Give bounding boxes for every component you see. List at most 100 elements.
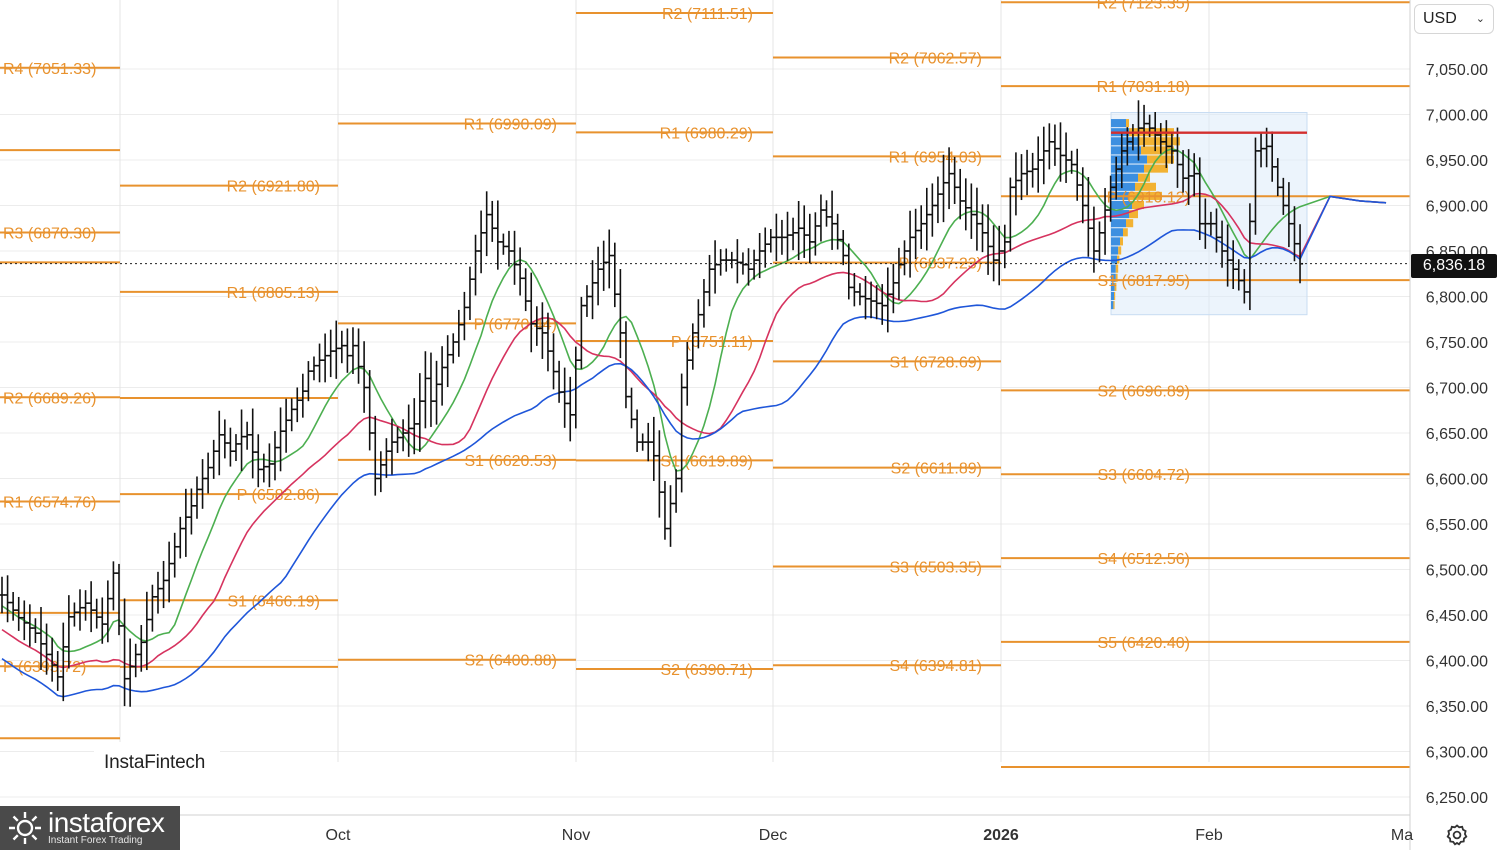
pivot-label: R1 (6805.13)	[227, 285, 320, 302]
profile-bar-up	[1115, 273, 1118, 282]
watermark-box	[94, 742, 220, 782]
profile-bar-down	[1111, 237, 1120, 246]
pivot-label: R2 (7062.57)	[889, 51, 982, 68]
last-price-flag: 6,836.18	[1411, 254, 1497, 278]
profile-bar-up	[1118, 246, 1122, 255]
pivot-label: S1 (6817.95)	[1097, 273, 1190, 290]
pivot-label: S1 (6620.53)	[464, 453, 557, 470]
profile-bar-down	[1111, 219, 1126, 228]
pivot-label: R4 (7051.33)	[3, 61, 96, 78]
logo-name: instaforex	[48, 807, 165, 838]
pivot-label: S2 (6696.89)	[1097, 383, 1190, 400]
profile-bar-up	[1123, 228, 1128, 237]
pivot-label: S2 (6611.89)	[891, 461, 982, 478]
watermark-text: InstaFintech	[104, 752, 206, 773]
profile-bar-up	[1115, 264, 1119, 273]
time-tick-label: Dec	[759, 827, 787, 844]
price-tick-label: 6,400.00	[1426, 654, 1488, 671]
price-tick-label: 6,800.00	[1426, 290, 1488, 307]
price-tick-label: 6,600.00	[1426, 472, 1488, 489]
price-tick-label: 6,750.00	[1426, 335, 1488, 352]
profile-bar-up	[1144, 164, 1168, 173]
profile-bar-up	[1135, 182, 1156, 191]
profile-bar-up	[1141, 146, 1174, 155]
moving-average-fast	[1, 148, 1387, 653]
price-tick-label: 6,900.00	[1426, 199, 1488, 216]
profile-bar-down	[1111, 273, 1116, 282]
moving-averages	[1, 148, 1387, 698]
profile-bar-down	[1111, 301, 1114, 310]
pivot-label: P (6393.72)	[3, 659, 86, 676]
price-tick-label: 6,450.00	[1426, 608, 1488, 625]
price-tick-label: 6,500.00	[1426, 563, 1488, 580]
time-tick-label: 2026	[983, 827, 1019, 844]
profile-bar-up	[1114, 291, 1116, 301]
profile-bar-up	[1147, 155, 1174, 164]
pivot-label: R2 (6689.26)	[3, 390, 96, 407]
instaforex-logo-icon	[9, 812, 41, 844]
chart-overlays	[0, 131, 1410, 265]
profile-bar-up	[1126, 119, 1129, 128]
profile-bar-up	[1113, 301, 1115, 310]
pivot-label: P (6582.86)	[237, 487, 320, 504]
profile-bar-down	[1111, 228, 1123, 237]
price-tick-label: 7,000.00	[1426, 108, 1488, 125]
pivot-label: R1 (7031.18)	[1097, 79, 1190, 96]
pivot-label: S3 (6604.72)	[1097, 467, 1190, 484]
profile-bar-up	[1132, 200, 1144, 210]
price-tick-label: 6,950.00	[1426, 153, 1488, 170]
pivot-label: R1 (6574.76)	[3, 494, 96, 511]
last-price-value: 6,836.18	[1422, 257, 1486, 274]
price-tick-label: 6,550.00	[1426, 517, 1488, 534]
chevron-down-icon: ⌄	[1475, 13, 1485, 25]
profile-bar-down	[1111, 200, 1132, 210]
logo-tagline: Instant Forex Trading	[48, 835, 143, 846]
pivot-label: P (6837.23)	[899, 256, 982, 273]
profile-bar-down	[1111, 210, 1129, 219]
moving-average-slow	[1, 195, 1387, 698]
profile-bar-up	[1138, 137, 1180, 146]
pivot-label: R3 (6870.30)	[3, 226, 96, 243]
profile-bar-down	[1111, 164, 1144, 173]
currency-value: USD	[1423, 10, 1457, 27]
moving-average-mid	[1, 192, 1387, 669]
profile-bar-down	[1111, 246, 1119, 255]
ohlc-bars	[0, 100, 1304, 707]
pivot-label: S1 (6466.19)	[227, 593, 320, 610]
profile-bar-up	[1120, 237, 1123, 246]
profile-bar-down	[1111, 291, 1114, 301]
price-tick-label: 7,050.00	[1426, 62, 1488, 79]
pivot-label: S4 (6512.56)	[1097, 551, 1190, 568]
time-tick-label: Ma	[1391, 827, 1413, 844]
pivot-label: S5 (6420.40)	[1097, 635, 1190, 652]
profile-bar-down	[1111, 173, 1138, 182]
pivot-label: S2 (6390.71)	[660, 662, 753, 679]
pivot-label: R2 (7111.51)	[662, 6, 753, 23]
price-tick-label: 6,650.00	[1426, 426, 1488, 443]
profile-bar-down	[1111, 119, 1126, 128]
settings-icon[interactable]	[1444, 822, 1470, 848]
time-tick-label: Nov	[562, 827, 590, 844]
logo-box	[0, 806, 180, 850]
profile-bar-down	[1111, 182, 1135, 191]
pivot-label: P (6910.12)	[1107, 189, 1190, 206]
price-tick-label: 6,350.00	[1426, 699, 1488, 716]
profile-bar-up	[1126, 219, 1134, 228]
pivot-label: S1 (6619.89)	[660, 453, 753, 470]
profile-bar-up	[1114, 282, 1117, 291]
profile-bar-down	[1111, 282, 1115, 291]
pivot-label: S1 (6728.69)	[889, 354, 982, 371]
pivot-label: R1 (6980.29)	[660, 125, 753, 142]
price-tick-label: 6,250.00	[1426, 790, 1488, 807]
pivot-label: R1 (6990.09)	[464, 117, 557, 134]
currency-select[interactable]: USD ⌄	[1414, 4, 1494, 34]
pivot-label: S2 (6400.88)	[464, 653, 557, 670]
time-tick-label: Oct	[326, 827, 351, 844]
profile-bar-down	[1111, 264, 1116, 273]
price-tick-label: 6,700.00	[1426, 381, 1488, 398]
pivot-label: R2 (7123.35)	[1097, 0, 1190, 12]
time-tick-label: Feb	[1195, 827, 1223, 844]
pivot-label: P (6751.11)	[671, 334, 753, 351]
pivot-levels: R4 (7051.33) R3 (6870.30) R2 (6689.26) R1 (…	[0, 0, 1410, 768]
